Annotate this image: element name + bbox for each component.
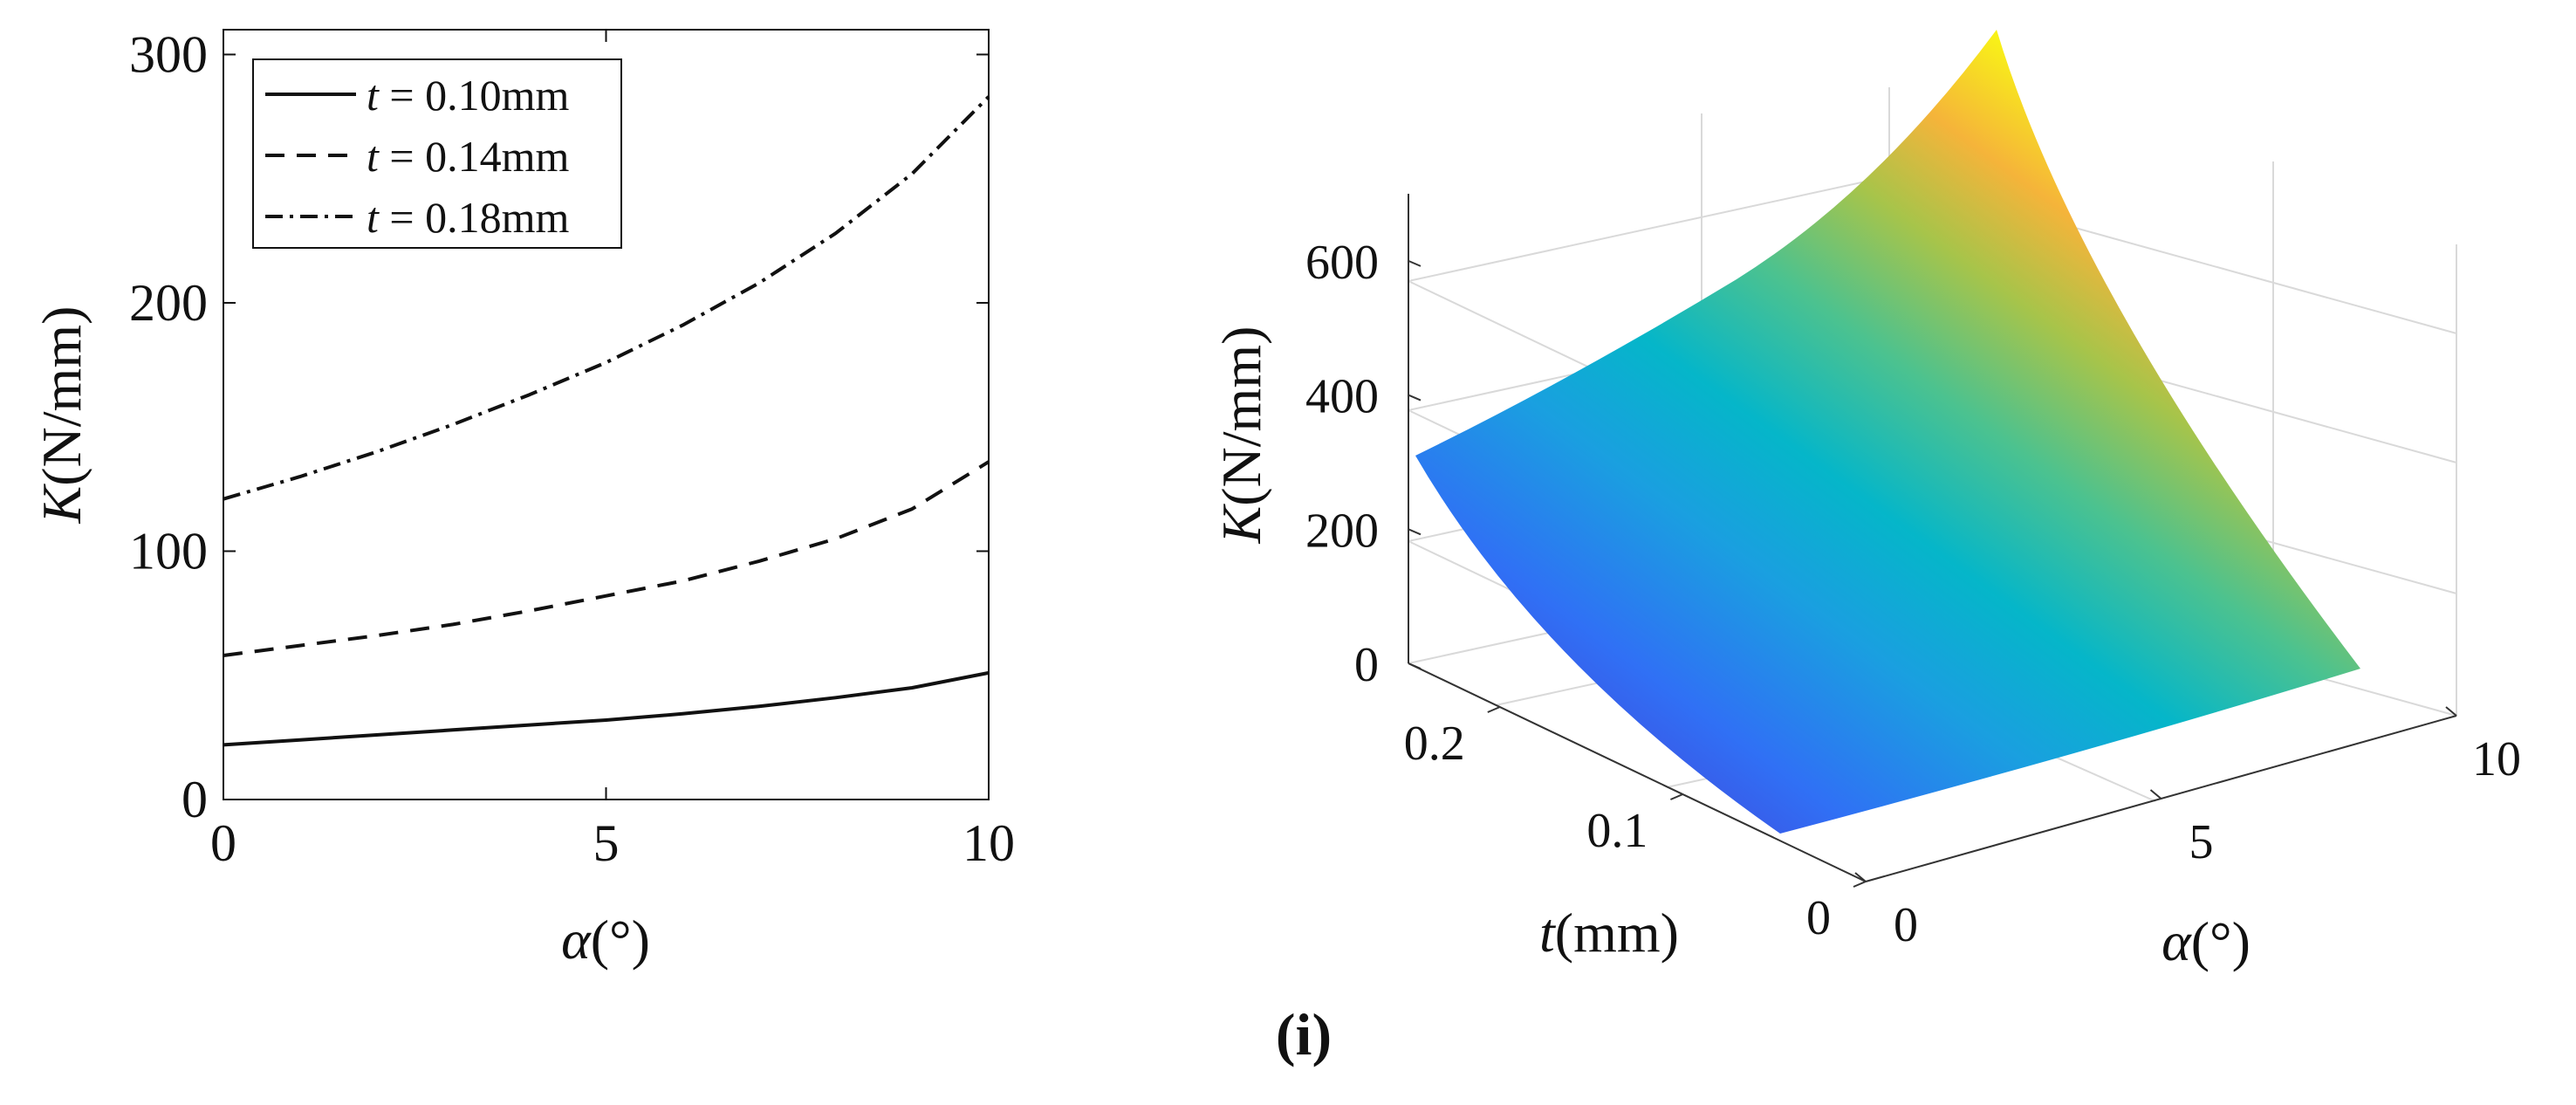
series-line-1 bbox=[223, 670, 990, 747]
y-tick-label: 200 bbox=[129, 274, 208, 332]
legend-symbol: t bbox=[367, 71, 380, 120]
legend-label-2: t = 0.14mm bbox=[367, 132, 569, 181]
x-axis-ticks: 0 5 10 bbox=[210, 30, 1015, 872]
alpha-tick-mark bbox=[1854, 872, 1867, 882]
legend-label-3: t = 0.18mm bbox=[367, 193, 569, 242]
t-tick-label: 0 bbox=[1806, 891, 1831, 945]
t-tick-mark bbox=[1487, 706, 1501, 713]
z-tick-mark bbox=[1408, 259, 1422, 267]
z-tick-label: 400 bbox=[1305, 370, 1379, 424]
y-tick-label: 0 bbox=[182, 771, 208, 828]
z-axis-ticks: 0 200 400 600 bbox=[1305, 236, 1422, 692]
alpha-tick-label: 10 bbox=[2472, 732, 2521, 786]
t-axis-ticks: 0 0.1 0.2 bbox=[1404, 706, 1867, 945]
alpha-tick-label: 5 bbox=[2189, 815, 2214, 869]
z-tick-mark bbox=[1408, 528, 1422, 536]
t-tick-label: 0.1 bbox=[1586, 804, 1648, 858]
alpha-tick-mark bbox=[2445, 706, 2457, 717]
t-axis-label: t(mm) bbox=[1539, 902, 1679, 964]
t-tick-mark bbox=[1670, 793, 1683, 800]
y-tick-label: 100 bbox=[129, 522, 208, 580]
z-tick-label: 0 bbox=[1354, 638, 1379, 692]
z-tick-mark bbox=[1408, 662, 1422, 669]
surface-chart: 0 200 400 600 0 0.1 0.2 0 5 10 K(N/mm) t(mm) α(… bbox=[1210, 30, 2521, 972]
alpha-tick-label: 0 bbox=[1894, 898, 1918, 952]
z-axis-label: K(N/mm) bbox=[1210, 326, 1272, 545]
alpha-axis-ticks: 0 5 10 bbox=[1854, 706, 2521, 952]
legend-symbol: t bbox=[367, 193, 380, 242]
y-tick-label: 300 bbox=[129, 25, 208, 83]
series-line-2 bbox=[223, 460, 990, 657]
surface bbox=[1415, 30, 2360, 834]
t-tick-label: 0.2 bbox=[1404, 717, 1465, 771]
legend-value: = 0.14mm bbox=[379, 132, 570, 181]
legend-label-1: t = 0.10mm bbox=[367, 71, 569, 120]
x-axis-label: α(°) bbox=[561, 909, 650, 971]
y-axis-ticks: 0 100 200 300 bbox=[129, 25, 989, 828]
z-tick-mark bbox=[1408, 394, 1422, 402]
alpha-tick-mark bbox=[2149, 789, 2162, 800]
y-axis-label: K(N/mm) bbox=[31, 306, 92, 525]
legend-symbol: t bbox=[367, 132, 380, 181]
z-tick-label: 600 bbox=[1305, 236, 1379, 290]
x-tick-label: 0 bbox=[210, 814, 236, 872]
z-tick-label: 200 bbox=[1305, 504, 1379, 558]
legend-value: = 0.10mm bbox=[379, 71, 570, 120]
legend-value: = 0.18mm bbox=[379, 193, 570, 242]
figure-label: (i) bbox=[1276, 1001, 1332, 1067]
series-line-3 bbox=[223, 95, 990, 501]
t-tick-mark bbox=[1853, 881, 1867, 888]
alpha-axis-label: α(°) bbox=[2162, 910, 2251, 972]
x-tick-label: 10 bbox=[963, 814, 1015, 872]
x-tick-label: 5 bbox=[593, 814, 620, 872]
series-lines bbox=[223, 95, 990, 747]
